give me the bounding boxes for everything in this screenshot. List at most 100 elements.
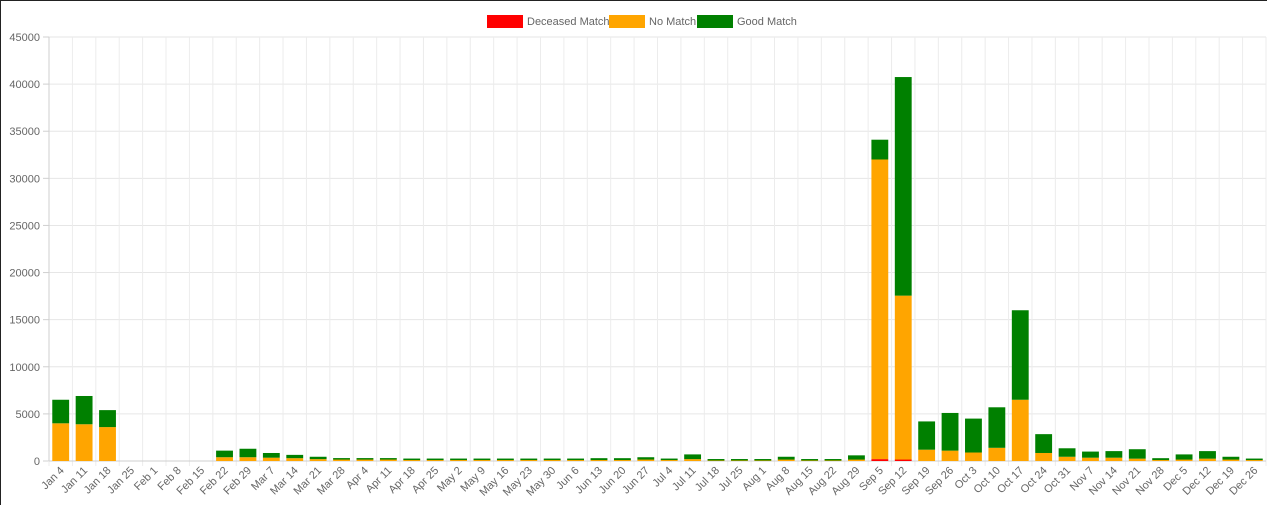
bar-no-match: [426, 459, 444, 461]
bar-no-match: [1128, 458, 1146, 461]
y-tick-label: 25000: [9, 220, 40, 232]
bar-good-match: [333, 458, 350, 460]
x-tick-label: Feb 1: [132, 465, 160, 493]
y-tick-label: 30000: [9, 173, 40, 185]
bar-no-match: [1011, 399, 1029, 461]
bar-no-match: [1082, 457, 1099, 461]
legend-label: Deceased Match: [527, 15, 610, 28]
bar-no-match: [988, 447, 1006, 461]
bar-good-match: [520, 458, 538, 461]
bar-good-match: [941, 412, 959, 451]
bar-good-match: [988, 407, 1006, 448]
bar-good-match: [309, 456, 327, 460]
legend-swatch: [697, 15, 733, 28]
bar-good-match: [426, 458, 444, 461]
legend-item[interactable]: Deceased Match: [487, 15, 610, 28]
bar-good-match: [496, 458, 514, 461]
legend-swatch: [487, 15, 523, 28]
chart-legend: Deceased Match No Match Good Match: [0, 15, 1268, 31]
bar-no-match: [1105, 457, 1123, 461]
bar-no-match: [941, 450, 959, 461]
y-tick-label: 5000: [16, 409, 40, 421]
x-tick-label: Apr 25: [410, 465, 441, 496]
legend-label: No Match: [649, 15, 697, 28]
bar-deceased-match: [871, 459, 889, 461]
bar-good-match: [1175, 454, 1193, 460]
bar-no-match: [75, 424, 93, 461]
bar-good-match: [75, 395, 93, 425]
bar-good-match: [730, 459, 748, 461]
x-tick-label: Jul 18: [693, 465, 722, 494]
bar-no-match: [848, 459, 865, 461]
bar-no-match: [473, 459, 491, 461]
bar-no-match: [1245, 459, 1263, 461]
bar-no-match: [1058, 456, 1076, 461]
x-tick-label: Jul 25: [716, 465, 745, 494]
bar-good-match: [1128, 449, 1146, 459]
bar-good-match: [403, 458, 421, 461]
bar-good-match: [1152, 458, 1170, 461]
bar-good-match: [1011, 310, 1029, 400]
bar-good-match: [262, 452, 280, 458]
bar-no-match: [637, 459, 655, 461]
bar-good-match: [1035, 434, 1053, 453]
bar-no-match: [590, 459, 608, 461]
bar-no-match: [403, 459, 421, 461]
bar-no-match: [543, 459, 561, 461]
bar-good-match: [99, 410, 116, 428]
bar-no-match: [1222, 459, 1240, 461]
legend-label: Good Match: [737, 15, 797, 28]
bar-good-match: [754, 459, 772, 461]
legend-item[interactable]: Good Match: [697, 15, 797, 28]
bar-deceased-match: [894, 459, 912, 461]
bar-good-match: [894, 77, 912, 296]
bar-no-match: [333, 459, 350, 461]
bar-no-match: [239, 457, 257, 461]
bar-good-match: [379, 458, 397, 460]
bar-good-match: [871, 139, 889, 160]
bar-good-match: [216, 450, 233, 458]
y-tick-label: 35000: [9, 126, 40, 138]
y-tick-label: 40000: [9, 79, 40, 91]
y-tick-label: 15000: [9, 315, 40, 327]
bar-good-match: [684, 454, 702, 460]
bar-good-match: [286, 454, 304, 459]
bar-no-match: [262, 457, 280, 461]
bar-no-match: [520, 459, 538, 461]
bar-no-match: [777, 459, 795, 461]
y-tick-label: 45000: [9, 32, 40, 44]
legend-swatch: [609, 15, 645, 28]
x-tick-label: Jul 11: [670, 465, 699, 494]
bar-no-match: [52, 423, 70, 461]
bar-no-match: [684, 459, 702, 461]
x-tick-label: Jun 27: [620, 465, 652, 497]
bar-good-match: [965, 418, 982, 453]
bar-no-match: [99, 427, 116, 461]
bar-good-match: [824, 459, 842, 461]
bar-good-match: [1245, 458, 1263, 461]
bar-no-match: [216, 457, 233, 461]
bar-good-match: [1222, 456, 1240, 460]
bar-good-match: [613, 458, 631, 461]
bar-good-match: [52, 399, 70, 424]
y-tick-label: 10000: [9, 362, 40, 374]
bar-no-match: [567, 459, 585, 461]
bar-no-match: [1175, 459, 1193, 461]
bar-no-match: [286, 458, 304, 461]
bar-good-match: [637, 457, 655, 460]
bar-good-match: [1105, 451, 1123, 458]
bar-good-match: [1199, 451, 1216, 459]
bar-good-match: [356, 458, 374, 460]
bar-good-match: [543, 458, 561, 461]
bar-good-match: [1082, 451, 1099, 458]
bar-good-match: [1058, 448, 1076, 457]
bar-no-match: [450, 459, 467, 461]
bar-no-match: [496, 459, 514, 461]
bar-good-match: [567, 458, 585, 461]
y-tick-label: 0: [34, 456, 40, 468]
bar-no-match: [356, 459, 374, 461]
bar-no-match: [894, 295, 912, 460]
legend-item[interactable]: No Match: [609, 15, 696, 28]
bar-no-match: [309, 459, 327, 461]
